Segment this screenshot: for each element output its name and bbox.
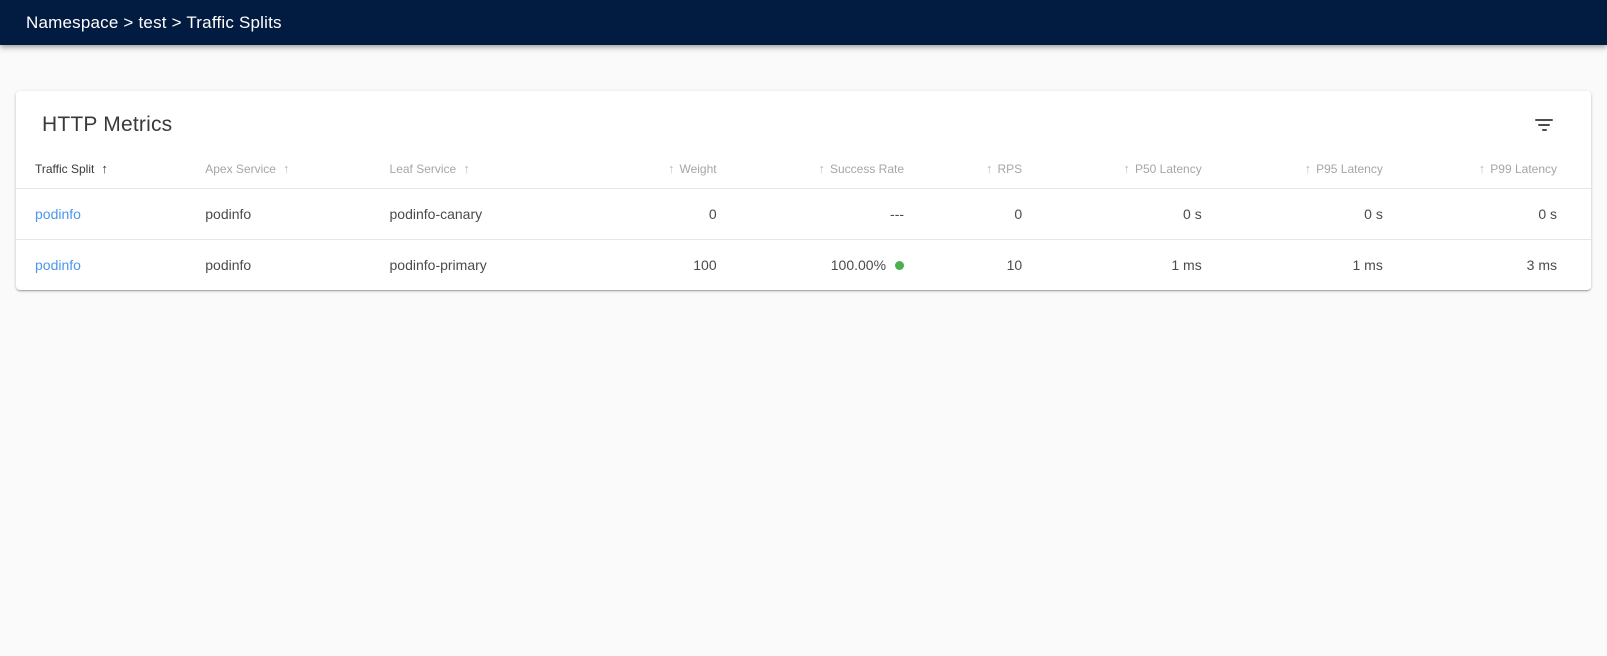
sort-arrow-up-icon: ↑ [101, 161, 108, 176]
leaf-service-cell: podinfo-primary [389, 257, 487, 273]
traffic-split-cell: podinfo [16, 188, 190, 240]
table-header-row: Traffic Split ↑ Apex Service ↑ Leaf Servic… [16, 149, 1591, 189]
traffic-split-cell: podinfo [16, 240, 189, 291]
filter-list-icon[interactable] [1529, 113, 1559, 137]
table-row: podinfo podinfo podinfo-canary 0 --- 0 0… [16, 188, 1591, 240]
filter-line [1538, 124, 1550, 126]
breadcrumb[interactable]: Namespace > test > Traffic Splits [26, 12, 282, 32]
column-header-success-rate[interactable]: ↑ Success Rate [732, 149, 921, 189]
success-rate-cell: 100.00% [733, 240, 920, 291]
column-header-weight[interactable]: ↑ Weight [586, 149, 733, 189]
sort-arrow-up-icon: ↑ [985, 161, 993, 176]
p95-latency-cell: 1 ms [1352, 257, 1383, 273]
sort-arrow-up-icon: ↑ [282, 161, 290, 176]
sort-arrow-up-icon: ↑ [818, 161, 825, 176]
p99-latency-cell: 0 s [1398, 188, 1591, 240]
column-header-p50-latency[interactable]: ↑ P50 Latency [1038, 149, 1218, 189]
column-header-rps[interactable]: ↑ RPS [920, 149, 1039, 189]
p95-latency-cell: 0 s [1217, 188, 1399, 240]
leaf-service-cell: podinfo-canary [373, 188, 587, 240]
rps-cell: 0 [920, 188, 1039, 240]
traffic-split-link[interactable]: podinfo [35, 257, 81, 273]
p50-latency-cell: 1 ms [1171, 257, 1202, 273]
traffic-split-link[interactable]: podinfo [35, 206, 81, 222]
column-header-apex-service[interactable]: Apex Service ↑ [189, 149, 374, 189]
apex-service-cell: podinfo [205, 257, 252, 273]
p50-latency-cell: 0 s [1038, 188, 1218, 240]
success-dot-icon [895, 260, 905, 270]
filter-line [1541, 129, 1547, 131]
card-title: HTTP Metrics [42, 113, 173, 136]
http-metrics-card: HTTP Metrics Traffic Split ↑ Apex S [16, 91, 1591, 290]
app-bar: Namespace > test > Traffic Splits [0, 0, 1607, 45]
column-header-traffic-split[interactable]: Traffic Split ↑ [16, 149, 190, 189]
success-rate-cell: --- [732, 188, 921, 240]
weight-cell: 0 [586, 188, 733, 240]
metrics-table: Traffic Split ↑ Apex Service ↑ Leaf Servic… [16, 149, 1591, 290]
card-header: HTTP Metrics [16, 91, 1591, 149]
rps-cell: 10 [1006, 257, 1023, 273]
sort-arrow-up-icon: ↑ [1304, 161, 1312, 176]
p99-latency-cell: 3 ms [1526, 257, 1557, 273]
filter-line [1535, 119, 1553, 121]
table-row: podinfo podinfo podinfo-primary 100 100.… [16, 240, 1591, 291]
page-content: HTTP Metrics Traffic Split ↑ Apex S [0, 45, 1607, 290]
column-header-leaf-service[interactable]: Leaf Service ↑ [373, 149, 587, 189]
sort-arrow-up-icon: ↑ [1478, 161, 1486, 176]
weight-cell: 100 [693, 257, 717, 273]
sort-arrow-up-icon: ↑ [463, 161, 470, 176]
apex-service-cell: podinfo [189, 188, 374, 240]
column-header-p99-latency[interactable]: ↑ P99 Latency [1398, 149, 1591, 189]
column-header-p95-latency[interactable]: ↑ P95 Latency [1217, 149, 1399, 189]
sort-arrow-up-icon: ↑ [667, 161, 675, 176]
sort-arrow-up-icon: ↑ [1123, 161, 1130, 176]
